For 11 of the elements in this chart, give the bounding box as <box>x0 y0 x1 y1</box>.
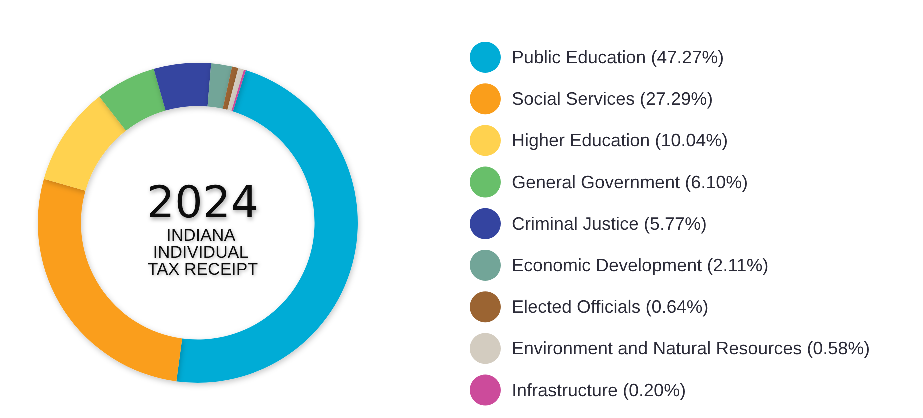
legend-label: Infrastructure (0.20%) <box>512 380 686 400</box>
legend-label: General Government (6.10%) <box>512 172 748 192</box>
legend-label: Elected Officials (0.64%) <box>512 297 709 318</box>
text: INDIANA INDIVIDUAL TAX RECEIPT <box>148 226 258 279</box>
legend-label: Public Education (47.27%) <box>512 48 724 68</box>
legend-label: Criminal Justice (5.77%) <box>512 214 708 234</box>
legend-label: Higher Education (10.04%) <box>512 130 728 151</box>
legend-label: Environment and Natural Resources (0.58%) <box>512 338 870 359</box>
text: 2024 <box>147 178 259 228</box>
legend-label: Economic Development (2.11%) <box>512 256 769 276</box>
legend-label: Social Services (27.29%) <box>512 89 714 110</box>
